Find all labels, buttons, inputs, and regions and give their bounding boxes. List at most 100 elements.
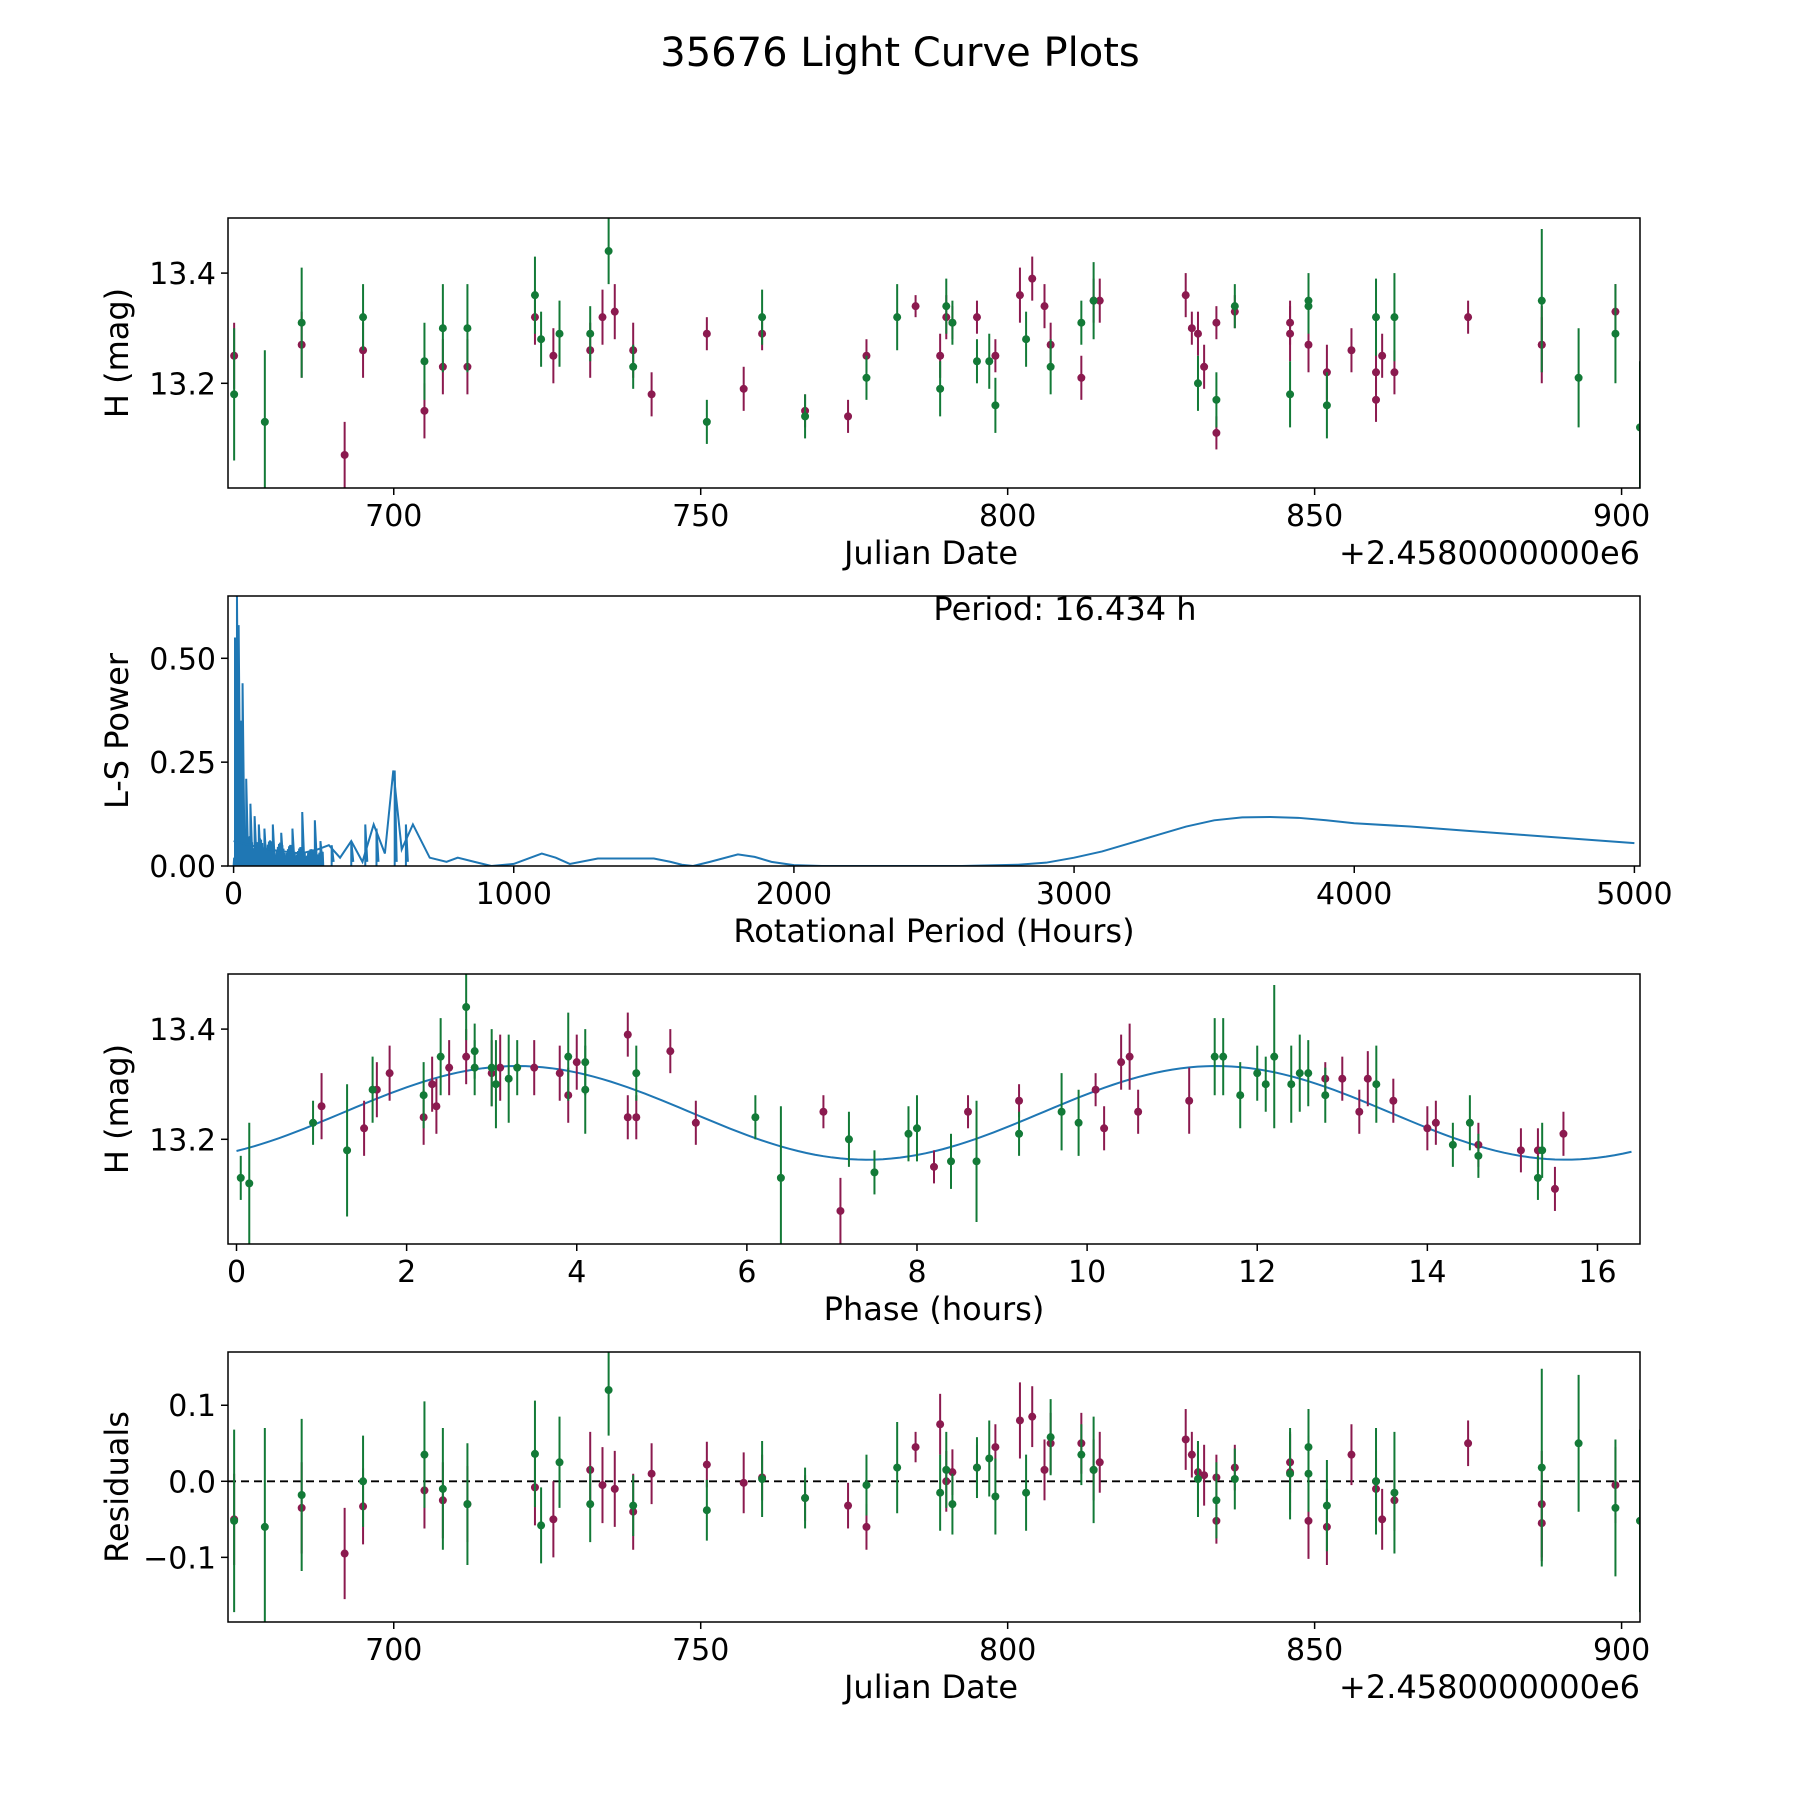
data-point xyxy=(462,1052,471,1061)
data-point xyxy=(948,318,957,327)
data-point xyxy=(1212,395,1221,404)
data-point xyxy=(598,313,607,322)
data-point xyxy=(1040,1465,1049,1474)
series-magenta xyxy=(230,256,1620,488)
data-point xyxy=(836,1206,845,1215)
data-point xyxy=(581,1085,590,1094)
y-tick-label: 13.2 xyxy=(149,367,216,402)
axes-frame xyxy=(227,973,1641,1245)
data-point xyxy=(936,1488,945,1497)
data-point xyxy=(1286,390,1295,399)
periodogram-panel: 0 1000 2000 3000 4000 5000 0.00 0.25 0.50 Rotatio… xyxy=(98,590,1673,950)
data-point xyxy=(1304,340,1313,349)
data-point xyxy=(504,1074,513,1083)
data-point xyxy=(360,1124,369,1133)
model-fit xyxy=(236,1065,1632,1161)
data-point xyxy=(1212,428,1221,437)
y-axis-label: L-S Power xyxy=(98,652,136,809)
data-point xyxy=(610,1484,619,1493)
data-point xyxy=(604,247,613,256)
data-point xyxy=(1286,1469,1295,1478)
data-point xyxy=(1322,401,1331,410)
data-point xyxy=(1389,1096,1398,1105)
data-point xyxy=(537,1521,546,1530)
data-point xyxy=(1212,1496,1221,1505)
data-point xyxy=(530,1063,539,1072)
data-point xyxy=(862,373,871,382)
data-point xyxy=(1347,1450,1356,1459)
data-point xyxy=(491,1080,500,1089)
data-point xyxy=(1538,1146,1547,1155)
data-point xyxy=(702,1460,711,1469)
data-point xyxy=(530,1449,539,1458)
data-point xyxy=(1193,329,1202,338)
data-point xyxy=(1611,329,1620,338)
data-point xyxy=(555,1458,564,1467)
data-point xyxy=(1089,1465,1098,1474)
data-point xyxy=(1089,296,1098,305)
data-point xyxy=(586,329,595,338)
data-point xyxy=(432,1102,441,1111)
data-point xyxy=(930,1162,938,1171)
data-point xyxy=(862,1481,871,1490)
data-point xyxy=(1212,318,1221,327)
series-green xyxy=(236,974,1547,1244)
data-point xyxy=(549,1515,558,1524)
data-point xyxy=(1321,1091,1330,1100)
periodogram-series xyxy=(232,596,1635,866)
data-point xyxy=(862,1522,871,1531)
x-tick-label: 4 xyxy=(567,1255,586,1290)
data-point xyxy=(359,313,368,322)
data-point xyxy=(572,1058,581,1067)
x-tick-label: 16 xyxy=(1578,1255,1616,1290)
data-point xyxy=(870,1168,879,1177)
data-point xyxy=(1100,1124,1109,1133)
y-tick-label: 0.25 xyxy=(149,746,216,781)
model-curve xyxy=(236,1065,1632,1161)
data-point xyxy=(1181,1435,1190,1444)
data-point xyxy=(230,390,239,399)
x-tick-label: 850 xyxy=(1286,499,1343,534)
data-point xyxy=(893,1463,902,1472)
data-point xyxy=(1304,1469,1313,1478)
data-point xyxy=(844,1135,853,1144)
data-point xyxy=(801,412,810,421)
data-point xyxy=(691,1118,700,1127)
data-point xyxy=(702,1506,711,1515)
data-point xyxy=(942,1465,951,1474)
x-tick-label: 750 xyxy=(672,1633,729,1668)
data-point xyxy=(1295,1069,1304,1078)
x-tick-label: 6 xyxy=(737,1255,756,1290)
data-point xyxy=(530,291,539,300)
data-point xyxy=(610,307,619,316)
data-point xyxy=(1322,1501,1331,1510)
y-tick-label: 13.4 xyxy=(149,257,216,292)
data-point xyxy=(948,1500,957,1509)
y-axis-label: H (mag) xyxy=(98,1044,136,1174)
data-point xyxy=(1533,1173,1542,1182)
axes-frame xyxy=(227,1351,1641,1623)
data-point xyxy=(1200,362,1209,371)
x-offset-label: +2.4580000000e6 xyxy=(1339,534,1640,572)
data-point xyxy=(623,1113,632,1122)
data-point xyxy=(991,351,1000,360)
x-tick-label: 850 xyxy=(1286,1633,1343,1668)
data-point xyxy=(1636,1516,1640,1525)
x-tick-label: 800 xyxy=(979,1633,1036,1668)
y-tick-label: 0.1 xyxy=(168,1389,216,1424)
data-point xyxy=(647,390,656,399)
data-point xyxy=(1219,1052,1228,1061)
data-point xyxy=(1057,1107,1066,1116)
data-point xyxy=(1304,302,1313,311)
x-axis-label: Phase (hours) xyxy=(824,1290,1045,1328)
data-point xyxy=(991,401,1000,410)
data-point xyxy=(1134,1107,1143,1116)
data-point xyxy=(1287,1080,1296,1089)
data-point xyxy=(1464,1439,1473,1448)
data-point xyxy=(1028,1412,1037,1421)
data-point xyxy=(340,1549,349,1558)
x-tick-label: 0 xyxy=(227,1255,246,1290)
data-point xyxy=(936,351,945,360)
x-tick-label: 2 xyxy=(397,1255,416,1290)
data-point xyxy=(758,1475,767,1484)
